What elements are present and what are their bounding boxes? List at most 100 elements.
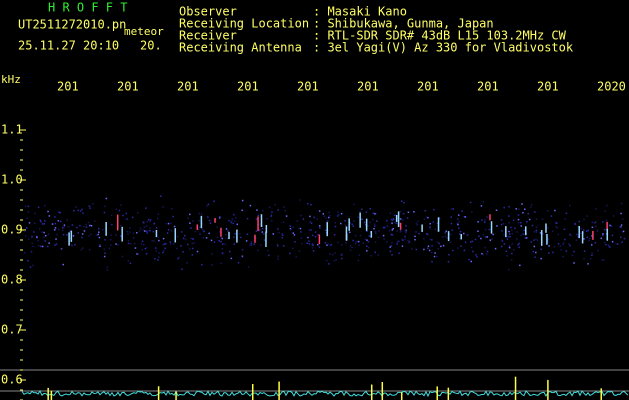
- noise: [191, 254, 194, 256]
- noise: [289, 228, 292, 230]
- echo: [540, 230, 543, 246]
- noise: [222, 252, 225, 255]
- time-label: 201: [297, 80, 319, 94]
- noise: [337, 241, 339, 244]
- noise: [481, 219, 483, 221]
- noise: [507, 215, 510, 217]
- noise: [425, 216, 428, 218]
- noise: [245, 240, 248, 242]
- noise: [176, 247, 178, 250]
- noise: [425, 233, 428, 235]
- noise: [481, 252, 483, 255]
- noise: [582, 229, 585, 231]
- noise: [105, 197, 108, 200]
- noise: [296, 220, 298, 222]
- info-label: Receiver: [179, 29, 237, 43]
- noise: [171, 207, 173, 210]
- time-label: 201: [177, 80, 199, 94]
- noise: [508, 222, 510, 224]
- noise: [307, 236, 309, 239]
- noise: [47, 233, 50, 236]
- noise: [366, 230, 368, 232]
- noise: [66, 233, 68, 236]
- time-label: 201: [357, 80, 379, 94]
- noise: [503, 206, 505, 209]
- noise: [368, 235, 371, 237]
- noise: [369, 221, 371, 224]
- noise: [568, 204, 571, 207]
- noise: [340, 222, 342, 225]
- noise: [573, 250, 575, 253]
- noise: [170, 222, 172, 224]
- noise: [464, 241, 467, 244]
- noise: [609, 224, 611, 227]
- noise: [27, 259, 29, 262]
- noise: [255, 218, 258, 220]
- noise: [517, 214, 520, 216]
- y-label: 0.9: [1, 223, 23, 237]
- noise: [580, 232, 582, 234]
- noise: [300, 237, 303, 239]
- noise: [312, 244, 314, 247]
- noise: [436, 222, 439, 225]
- noise: [314, 236, 317, 238]
- noise: [139, 227, 142, 230]
- noise: [141, 249, 144, 251]
- noise: [364, 238, 367, 240]
- echo: [220, 227, 222, 237]
- noise: [434, 252, 436, 254]
- noise: [224, 243, 226, 246]
- noise: [554, 209, 556, 212]
- noise: [616, 243, 619, 245]
- noise: [102, 228, 104, 231]
- noise: [352, 239, 354, 242]
- noise: [62, 263, 64, 266]
- echo: [348, 218, 350, 231]
- noise: [367, 240, 370, 243]
- noise: [433, 255, 436, 258]
- noise: [562, 243, 564, 246]
- noise: [327, 243, 329, 245]
- noise: [373, 225, 376, 227]
- noise: [383, 226, 386, 229]
- noise: [464, 216, 467, 218]
- noise: [145, 252, 148, 255]
- noise: [198, 212, 201, 215]
- noise: [225, 228, 228, 230]
- noise: [577, 226, 579, 229]
- noise: [249, 244, 251, 246]
- noise: [555, 225, 557, 228]
- noise: [316, 218, 318, 220]
- noise: [208, 219, 211, 222]
- noise: [61, 247, 64, 250]
- echo: [345, 233, 348, 241]
- y-label: 0.7: [1, 323, 23, 337]
- noise: [319, 226, 321, 229]
- noise: [476, 256, 478, 258]
- noise: [533, 245, 536, 248]
- noise: [127, 260, 130, 262]
- info-label: Receiving Antenna: [179, 41, 302, 55]
- noise: [521, 203, 523, 205]
- noise: [26, 217, 28, 219]
- noise: [577, 236, 580, 239]
- echo: [397, 211, 400, 228]
- noise: [440, 245, 442, 248]
- noise: [88, 249, 91, 251]
- noise: [461, 210, 463, 212]
- noise: [54, 222, 57, 225]
- time-label: 201: [117, 80, 139, 94]
- noise: [597, 249, 599, 252]
- noise: [585, 230, 588, 232]
- noise: [457, 214, 460, 216]
- noise: [122, 214, 124, 217]
- noise: [365, 211, 368, 213]
- noise: [115, 243, 117, 245]
- info-value: : 3el Yagi(V) Az 330 for Vladivostok: [313, 41, 574, 55]
- noise: [569, 244, 571, 247]
- noise: [520, 234, 523, 237]
- echo: [365, 218, 368, 231]
- noise: [136, 253, 138, 255]
- noise: [407, 239, 409, 242]
- noise: [458, 220, 460, 223]
